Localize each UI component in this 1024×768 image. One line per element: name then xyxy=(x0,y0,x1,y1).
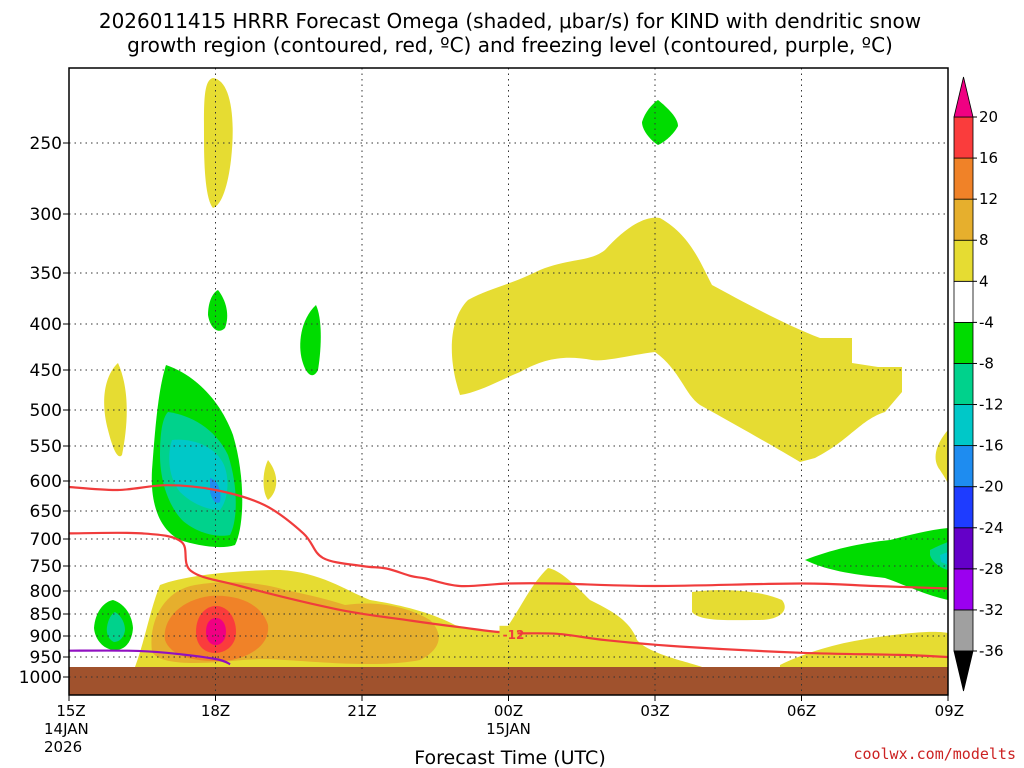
credit-text: coolwx.com/modelts xyxy=(853,745,1016,763)
colorbar-tick-label: 12 xyxy=(979,190,998,208)
omega-shading xyxy=(94,78,948,668)
y-tick-label: 900 xyxy=(30,627,62,647)
y-tick-label: 700 xyxy=(30,530,62,550)
colorbar-segment xyxy=(953,363,974,405)
colorbar-segment xyxy=(953,198,974,241)
chart-title-line2: growth region (contoured, red, ºC) and f… xyxy=(127,33,893,57)
colorbar-tick-label: 20 xyxy=(979,108,998,126)
omega-region-rising xyxy=(106,612,125,642)
colorbar-segment xyxy=(953,239,974,282)
contour-label: -12 xyxy=(503,628,525,642)
y-tick-label: 350 xyxy=(30,264,62,284)
colorbar-tick-label: -28 xyxy=(979,560,1004,578)
x-tick-label: 06Z xyxy=(787,702,816,720)
omega-region-sinking xyxy=(780,631,948,668)
chart-title-line1: 2026011415 HRRR Forecast Omega (shaded, … xyxy=(99,9,921,33)
y-tick-label: 550 xyxy=(30,437,62,457)
x-tick-label: 03Z xyxy=(640,702,669,720)
omega-region-rising xyxy=(642,100,678,145)
colorbar: -36 -32 -28 -24 -20 -16 -12 -8 -4 4 8 12 16 20 xyxy=(953,76,1004,692)
y-tick-label: 650 xyxy=(30,502,62,522)
x-tick-label: 00Z xyxy=(494,702,523,720)
y-tick-label: 500 xyxy=(30,401,62,421)
colorbar-under-triangle xyxy=(953,650,974,692)
contour-lines: -12 xyxy=(69,484,948,666)
grid-lines xyxy=(69,68,948,695)
x-tick-date: 14JAN xyxy=(44,720,89,738)
x-tick-label: 18Z xyxy=(201,702,230,720)
dgz-contour-line xyxy=(69,531,948,659)
y-tick-label: 850 xyxy=(30,605,62,625)
colorbar-over-triangle xyxy=(953,76,974,118)
omega-region-rising xyxy=(208,290,228,331)
x-tick-label: 09Z xyxy=(935,702,964,720)
omega-region-rising xyxy=(300,305,321,376)
colorbar-segment xyxy=(953,445,974,488)
omega-region-rising xyxy=(940,552,948,565)
colorbar-segment xyxy=(953,321,974,364)
omega-region-sinking xyxy=(935,430,948,485)
colorbar-segment xyxy=(953,486,974,529)
omega-region-sinking xyxy=(263,460,277,500)
colorbar-tick-label: 4 xyxy=(979,272,989,290)
y-axis: 2503003504004505005506006507007508008509… xyxy=(19,134,69,688)
y-tick-label: 250 xyxy=(30,134,62,154)
y-tick-label: 450 xyxy=(30,361,62,381)
omega-region-sinking xyxy=(104,363,127,457)
colorbar-tick-label: -20 xyxy=(979,478,1004,496)
x-tick-year: 2026 xyxy=(44,738,82,756)
y-tick-label: 950 xyxy=(30,648,62,668)
y-tick-label: 300 xyxy=(30,205,62,225)
x-axis-label: Forecast Time (UTC) xyxy=(414,747,605,768)
colorbar-segment xyxy=(953,609,974,652)
colorbar-tick-label: 16 xyxy=(979,149,998,167)
y-tick-label: 800 xyxy=(30,582,62,602)
dgz-contour-line xyxy=(69,484,948,590)
x-tick-label: 15Z xyxy=(56,702,85,720)
x-tick-date: 15JAN xyxy=(486,720,531,738)
plot-area xyxy=(69,78,948,695)
colorbar-tick-label: -32 xyxy=(979,601,1004,619)
colorbar-segment xyxy=(953,116,974,159)
omega-region-rising xyxy=(805,528,948,600)
colorbar-tick-label: -4 xyxy=(979,313,994,331)
colorbar-tick-label: -36 xyxy=(979,642,1004,660)
y-tick-label: 1000 xyxy=(19,668,62,688)
omega-region-sinking xyxy=(692,590,785,621)
colorbar-tick-label: 8 xyxy=(979,231,989,249)
colorbar-tick-label: -24 xyxy=(979,519,1004,537)
contour-label-bg xyxy=(499,625,518,641)
colorbar-tick-label: -12 xyxy=(979,396,1004,414)
y-tick-label: 750 xyxy=(30,557,62,577)
y-tick-label: 600 xyxy=(30,472,62,492)
x-tick-label: 21Z xyxy=(347,702,376,720)
colorbar-segment xyxy=(953,280,974,323)
freezing-level-line xyxy=(69,649,231,666)
colorbar-tick-label: -8 xyxy=(979,354,994,372)
colorbar-segment xyxy=(953,157,974,200)
colorbar-segment xyxy=(953,404,974,447)
y-tick-label: 400 xyxy=(30,315,62,335)
colorbar-segment xyxy=(953,568,974,611)
omega-region-sinking xyxy=(451,217,902,462)
omega-region-sinking xyxy=(206,618,226,645)
colorbar-segment xyxy=(953,527,974,570)
colorbar-tick-label: -16 xyxy=(979,437,1004,455)
